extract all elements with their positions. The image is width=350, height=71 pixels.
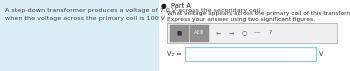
Text: when the voltage across the primary coil is 100 V: when the voltage across the primary coil… xyxy=(5,16,165,21)
Text: →: → xyxy=(229,31,234,36)
Text: ○: ○ xyxy=(241,31,247,36)
Text: ■: ■ xyxy=(177,31,182,36)
FancyBboxPatch shape xyxy=(167,23,337,43)
FancyBboxPatch shape xyxy=(190,24,209,42)
Text: A step-down transformer produces a voltage of 7.0 V across the secondary coil: A step-down transformer produces a volta… xyxy=(5,8,260,13)
FancyBboxPatch shape xyxy=(185,47,316,60)
Text: V: V xyxy=(319,51,324,57)
Text: AΣΦ: AΣΦ xyxy=(194,31,204,36)
Text: ?: ? xyxy=(268,31,272,36)
Text: ←: ← xyxy=(216,31,221,36)
Text: ●  Part A: ● Part A xyxy=(161,3,191,9)
FancyBboxPatch shape xyxy=(0,0,159,71)
Text: ―: ― xyxy=(254,31,260,36)
FancyBboxPatch shape xyxy=(170,24,189,42)
Text: Express your answer using two significant figures.: Express your answer using two significan… xyxy=(167,17,315,22)
Text: V₂ =: V₂ = xyxy=(167,51,182,57)
Text: What voltage appears across the primary coil of this transformer if 100 V is app: What voltage appears across the primary … xyxy=(167,11,350,16)
